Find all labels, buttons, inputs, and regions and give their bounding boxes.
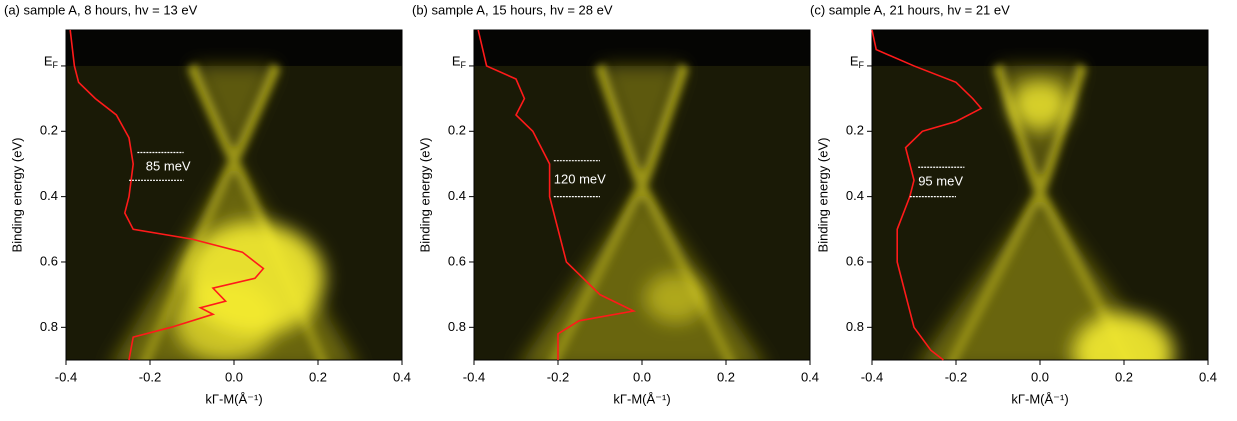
bright-spot — [175, 280, 276, 360]
cone — [921, 193, 1159, 360]
x-axis-label: kΓ-M(Å⁻¹) — [1011, 391, 1068, 406]
y-tick-label: 0.2 — [448, 123, 466, 138]
y-tick-label: 0.4 — [40, 188, 58, 203]
intensity-map — [474, 30, 810, 360]
cone — [192, 65, 276, 161]
y-axis-label: Binding energy (eV) — [9, 138, 24, 253]
x-tick-label: 0.4 — [393, 369, 411, 384]
bright-spot — [1010, 81, 1070, 130]
x-tick-label: 0.4 — [1199, 369, 1217, 384]
x-axis-label: kΓ-M(Å⁻¹) — [205, 391, 262, 406]
panel: (b) sample A, 15 hours, hv = 28 eV Bindin… — [412, 2, 819, 406]
y-tick-label: 0.6 — [448, 253, 466, 268]
chart-title: (a) sample A, 8 hours, hv = 13 eV — [4, 2, 198, 17]
glow — [522, 65, 762, 360]
x-tick-label: 0.2 — [309, 369, 327, 384]
chart-title: (b) sample A, 15 hours, hv = 28 eV — [412, 2, 613, 17]
intensity-map — [872, 30, 1208, 360]
edc-line — [871, 29, 983, 361]
cone — [522, 186, 762, 360]
y-tick-label: 0.8 — [846, 319, 864, 334]
y-tick-label: 0.2 — [40, 123, 58, 138]
y-tick-label: 0.8 — [448, 319, 466, 334]
y-tick-label: 0.6 — [846, 253, 864, 268]
x-tick-label: -0.4 — [55, 369, 77, 384]
glow — [921, 65, 1174, 360]
map-above-ef — [66, 30, 402, 66]
annotation: 120 meV — [554, 172, 606, 187]
y-axis-label: Binding energy (eV) — [417, 138, 432, 253]
y-tick-label: 0.8 — [40, 319, 58, 334]
y-tick-label: 0.4 — [448, 188, 466, 203]
edc-line — [477, 29, 637, 360]
chart-title: (c) sample A, 21 hours, hv = 21 eV — [810, 2, 1010, 17]
x-tick-label: 0.0 — [633, 369, 651, 384]
y-tick-label: EF — [850, 53, 865, 70]
bright-spot — [1074, 313, 1174, 360]
panel: (a) sample A, 8 hours, hv = 13 eV Binding… — [4, 2, 411, 406]
bright-spot — [645, 273, 706, 322]
x-tick-label: -0.4 — [463, 369, 485, 384]
x-tick-label: -0.2 — [945, 369, 967, 384]
map-above-ef — [474, 30, 810, 66]
y-tick-label: 0.2 — [846, 123, 864, 138]
x-tick-label: 0.0 — [1031, 369, 1049, 384]
x-tick-label: 0.2 — [1115, 369, 1133, 384]
x-tick-label: 0.2 — [717, 369, 735, 384]
cone — [600, 65, 684, 187]
map-above-ef — [872, 30, 1208, 66]
glow — [114, 65, 354, 360]
y-tick-label: 0.6 — [40, 253, 58, 268]
y-tick-label: EF — [452, 53, 467, 70]
y-axis-label: Binding energy (eV) — [815, 138, 830, 253]
edc-line — [69, 29, 265, 361]
annotation: 95 meV — [918, 173, 963, 188]
y-tick-label: 0.4 — [846, 188, 864, 203]
x-tick-label: 0.4 — [801, 369, 819, 384]
x-axis-label: kΓ-M(Å⁻¹) — [613, 391, 670, 406]
panel: (c) sample A, 21 hours, hv = 21 eV Bindin… — [810, 2, 1217, 406]
annotation: 85 meV — [146, 159, 191, 174]
intensity-map — [66, 30, 402, 360]
x-tick-label: -0.2 — [547, 369, 569, 384]
y-tick-label: EF — [44, 53, 59, 70]
x-tick-label: -0.2 — [139, 369, 161, 384]
x-tick-label: 0.0 — [225, 369, 243, 384]
x-tick-label: -0.4 — [861, 369, 883, 384]
